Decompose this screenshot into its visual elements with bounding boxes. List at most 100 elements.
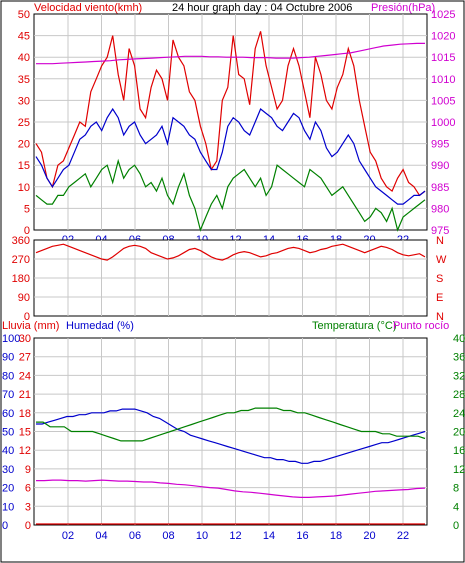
series-min (35, 158, 426, 232)
pressure-y-tick-label: 985 (431, 182, 449, 194)
pressure-y-tick-label: 1010 (431, 74, 455, 86)
rain-axis-title: Lluvia (mm) (2, 320, 59, 332)
rain-tick-label: 24 (19, 370, 31, 382)
humidity-tick-label: 90 (2, 352, 14, 364)
rain-tick-label: 21 (19, 389, 31, 401)
wind-y-tick-label: 5 (24, 203, 30, 215)
pressure-y-tick-label: 975 (431, 225, 449, 237)
humidity-tick-label: 0 (2, 520, 8, 532)
pressure-y-tick-label: 980 (431, 203, 449, 215)
humidity-tick-label: 30 (2, 464, 14, 476)
wind-y-tick-label: 0 (24, 225, 30, 237)
dewpoint-axis-title: Punto rocío (393, 320, 449, 332)
pressure-y-tick-label: 1005 (431, 95, 455, 107)
temperature-tick-label: 8 (453, 483, 459, 495)
pressure-y-ticks: 975 980 985 990 995 1000 1005 1010 1015 1020 1025 (431, 9, 455, 237)
direction-compass-label: N (436, 311, 444, 323)
temperature-tick-label: 16 (453, 445, 465, 457)
direction-line (35, 243, 426, 261)
series-humidity (36, 408, 426, 464)
temp-x-tick-label: 04 (95, 530, 107, 542)
temp-x-tick-label: 22 (397, 530, 409, 542)
humidity-tick-label: 10 (2, 501, 14, 513)
rain-tick-label: 27 (19, 352, 31, 364)
direction-degree-label: 90 (18, 292, 30, 304)
rain-tick-label: 9 (25, 464, 31, 476)
humidity-tick-label: 40 (2, 445, 14, 457)
humidity-tick-label: 20 (2, 483, 14, 495)
direction-degree-label: 0 (24, 311, 30, 323)
temp-x-tick-label: 20 (363, 530, 375, 542)
wind-pressure-lines (35, 31, 426, 232)
humidity-tick-label: 100 (2, 333, 20, 345)
series-temperature (36, 407, 426, 442)
direction-compass-label: S (436, 273, 443, 285)
rain-tick-label: 18 (19, 408, 31, 420)
temperature-tick-label: 12 (453, 464, 465, 476)
pressure-axis-title: Presión(hPa) (371, 2, 435, 14)
direction-degree-label: 360 (12, 235, 30, 247)
temp-humidity-lines (36, 407, 426, 525)
pressure-y-tick-label: 1015 (431, 52, 455, 64)
wind-y-tick-label: 30 (18, 95, 30, 107)
wind-y-tick-label: 10 (18, 182, 30, 194)
pressure-y-tick-label: 1025 (431, 9, 455, 21)
temperature-tick-label: 20 (453, 427, 465, 439)
rain-tick-label: 15 (19, 427, 31, 439)
temperature-tick-label: 0 (453, 520, 459, 532)
humidity-axis-title: Humedad (%) (66, 320, 134, 332)
direction-gridlines (34, 240, 427, 316)
temperature-y-ticks: 0 4 8 12 16 20 24 28 32 36 40 (453, 333, 465, 532)
temperature-tick-label: 24 (453, 408, 465, 420)
rain-tick-label: 3 (25, 501, 31, 513)
wind-y-tick-label: 50 (18, 9, 30, 21)
temp-x-tick-label: 12 (229, 530, 241, 542)
temperature-tick-label: 32 (453, 370, 465, 382)
humidity-tick-label: 70 (2, 389, 14, 401)
direction-compass-label: W (436, 254, 447, 266)
temp-x-tick-label: 18 (330, 530, 342, 542)
wind-y-ticks: 0 5 10 15 20 25 30 35 40 45 50 (18, 9, 30, 237)
series-dewpoint (36, 479, 426, 498)
temp-x-tick-label: 06 (129, 530, 141, 542)
temp-x-tick-label: 08 (162, 530, 174, 542)
series-direction (35, 243, 426, 261)
rain-tick-label: 6 (25, 483, 31, 495)
temp-x-ticks: 02 04 06 08 10 12 14 16 18 20 22 (62, 530, 409, 542)
temp-x-tick-label: 14 (263, 530, 275, 542)
rain-tick-label: 0 (25, 520, 31, 532)
wind-y-tick-label: 45 (18, 31, 30, 43)
wind-y-tick-label: 40 (18, 52, 30, 64)
series-avg (35, 107, 426, 205)
series-gust (35, 31, 426, 197)
pressure-y-tick-label: 1000 (431, 117, 455, 129)
direction-degree-label: 180 (12, 273, 30, 285)
pressure-y-tick-label: 995 (431, 139, 449, 151)
temp-x-tick-label: 02 (62, 530, 74, 542)
wind-y-tick-label: 15 (18, 160, 30, 172)
wind-y-tick-label: 20 (18, 139, 30, 151)
pressure-y-tick-label: 1020 (431, 31, 455, 43)
series-pressure (36, 42, 425, 65)
wind-y-tick-label: 25 (18, 117, 30, 129)
temp-humidity-chart: Lluvia (mm) Humedad (%) Temperatura (°C)… (2, 320, 465, 542)
humidity-y-ticks: 0 10 20 30 40 50 60 70 80 90 100 (2, 333, 20, 532)
temp-x-tick-label: 10 (196, 530, 208, 542)
temp-x-tick-label: 16 (296, 530, 308, 542)
direction-degree-ticks: 360 270 180 90 0 (12, 235, 30, 323)
wind-pressure-chart: Velocidad viento(kmh) 24 hour graph day … (18, 2, 456, 246)
humidity-tick-label: 60 (2, 408, 14, 420)
chart-date-title: 24 hour graph day : 04 Octubre 2006 (172, 2, 352, 14)
direction-degree-label: 270 (12, 254, 30, 266)
humidity-tick-label: 50 (2, 427, 14, 439)
wind-axis-title: Velocidad viento(kmh) (34, 2, 142, 14)
rain-tick-label: 30 (19, 333, 31, 345)
rain-tick-label: 12 (19, 445, 31, 457)
temperature-axis-title: Temperatura (°C) (312, 320, 396, 332)
temperature-tick-label: 4 (453, 501, 459, 513)
temperature-tick-label: 40 (453, 333, 465, 345)
